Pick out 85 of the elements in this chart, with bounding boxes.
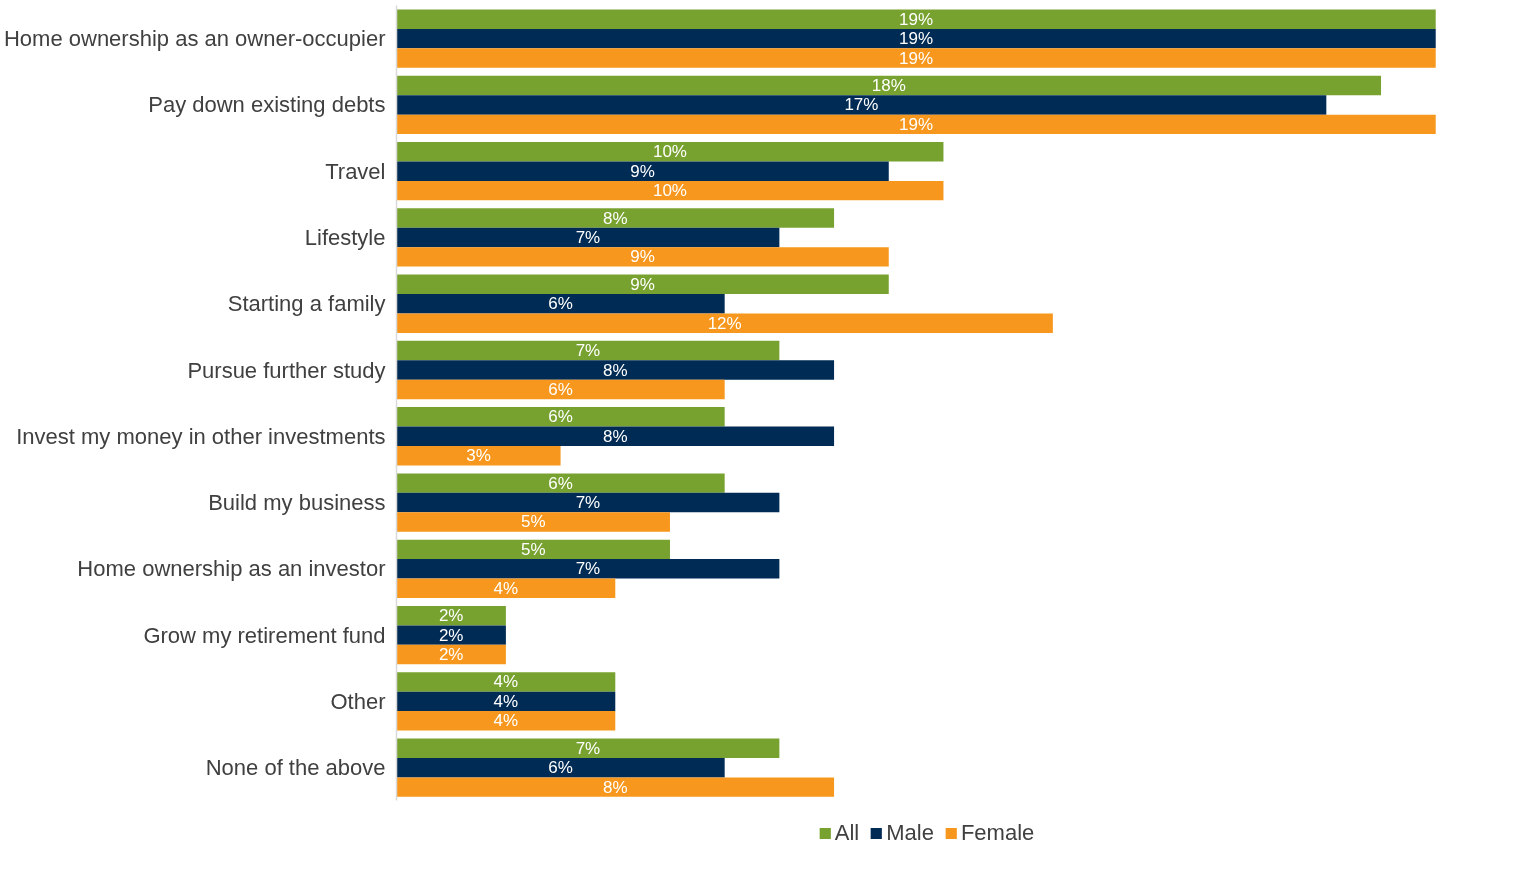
bar <box>396 294 725 314</box>
bar <box>396 512 670 532</box>
data-label: 4% <box>493 691 519 711</box>
data-label: 7% <box>575 341 601 361</box>
bar <box>396 625 506 645</box>
bar <box>396 360 835 380</box>
data-label: 7% <box>575 559 601 579</box>
data-label: 2% <box>438 606 464 626</box>
bar <box>396 492 780 513</box>
y-tick-label: Invest my money in other investments <box>16 423 386 449</box>
y-tick-label: Home ownership as an owner-occupier <box>3 26 386 52</box>
data-label: 4% <box>493 711 519 731</box>
data-label: 7% <box>575 738 601 758</box>
legend-label: Female <box>960 820 1035 846</box>
y-tick-label: Pursue further study <box>187 357 386 383</box>
bar <box>396 539 670 560</box>
data-label: 9% <box>630 161 655 181</box>
data-label: 6% <box>548 473 573 493</box>
y-tick-label: Lifestyle <box>304 224 386 250</box>
data-label: 8% <box>603 208 628 228</box>
bar <box>396 48 1436 68</box>
bar <box>396 738 780 758</box>
data-label: 6% <box>548 407 573 427</box>
data-label: 4% <box>493 672 519 692</box>
data-label: 7% <box>575 227 601 247</box>
legend-label: All <box>834 820 860 846</box>
y-tick-label: Home ownership as an investor <box>77 556 386 582</box>
y-tick-label: Travel <box>325 158 386 184</box>
data-label: 2% <box>438 645 464 665</box>
data-label: 17% <box>844 95 879 115</box>
bar <box>396 313 1053 333</box>
bar <box>396 672 616 692</box>
data-label: 6% <box>548 758 573 778</box>
y-tick-label: Grow my retirement fund <box>143 622 386 648</box>
y-tick-label: Pay down existing debts <box>148 92 386 118</box>
data-label: 19% <box>899 9 934 29</box>
data-label: 18% <box>871 75 906 95</box>
y-tick-label: Starting a family <box>227 291 386 317</box>
y-tick-label: Build my business <box>208 490 386 516</box>
bar <box>396 161 889 181</box>
legend-label: Male <box>886 820 934 846</box>
data-label: 10% <box>652 142 687 162</box>
data-label: 19% <box>899 29 934 49</box>
bar <box>396 28 1436 49</box>
bar <box>396 578 616 598</box>
bar <box>396 407 725 427</box>
data-label: 7% <box>575 493 601 513</box>
data-label: 10% <box>652 181 687 201</box>
bar <box>396 274 889 295</box>
data-label: 8% <box>603 777 628 797</box>
bar <box>396 9 1436 29</box>
y-tick-label: None of the above <box>205 755 386 781</box>
bar <box>396 95 1327 115</box>
bar <box>396 426 835 446</box>
data-label: 19% <box>899 114 934 134</box>
bar <box>396 340 780 361</box>
bar <box>396 114 1436 135</box>
bar <box>396 208 835 228</box>
bar <box>396 711 616 731</box>
data-label: 9% <box>630 247 655 267</box>
data-label: 6% <box>548 379 573 399</box>
bar <box>396 142 944 162</box>
bar <box>396 227 780 248</box>
bar <box>396 777 835 797</box>
bar <box>396 757 725 778</box>
bar <box>396 559 780 579</box>
data-label: 3% <box>466 446 491 466</box>
data-label: 19% <box>899 48 934 68</box>
bar <box>396 180 944 201</box>
data-label: 8% <box>603 360 628 380</box>
bar <box>396 473 725 493</box>
bar <box>396 75 1382 96</box>
data-label: 2% <box>438 625 464 645</box>
bar <box>396 247 889 267</box>
bar <box>396 379 725 400</box>
data-label: 5% <box>520 512 546 532</box>
data-label: 12% <box>707 313 742 333</box>
data-label: 8% <box>603 426 628 446</box>
data-label: 5% <box>520 539 546 559</box>
data-label: 6% <box>548 294 573 314</box>
data-label: 4% <box>493 578 519 598</box>
bar <box>396 446 561 466</box>
y-tick-label: Other <box>330 688 386 714</box>
data-label: 9% <box>630 274 655 294</box>
bar <box>396 691 616 712</box>
